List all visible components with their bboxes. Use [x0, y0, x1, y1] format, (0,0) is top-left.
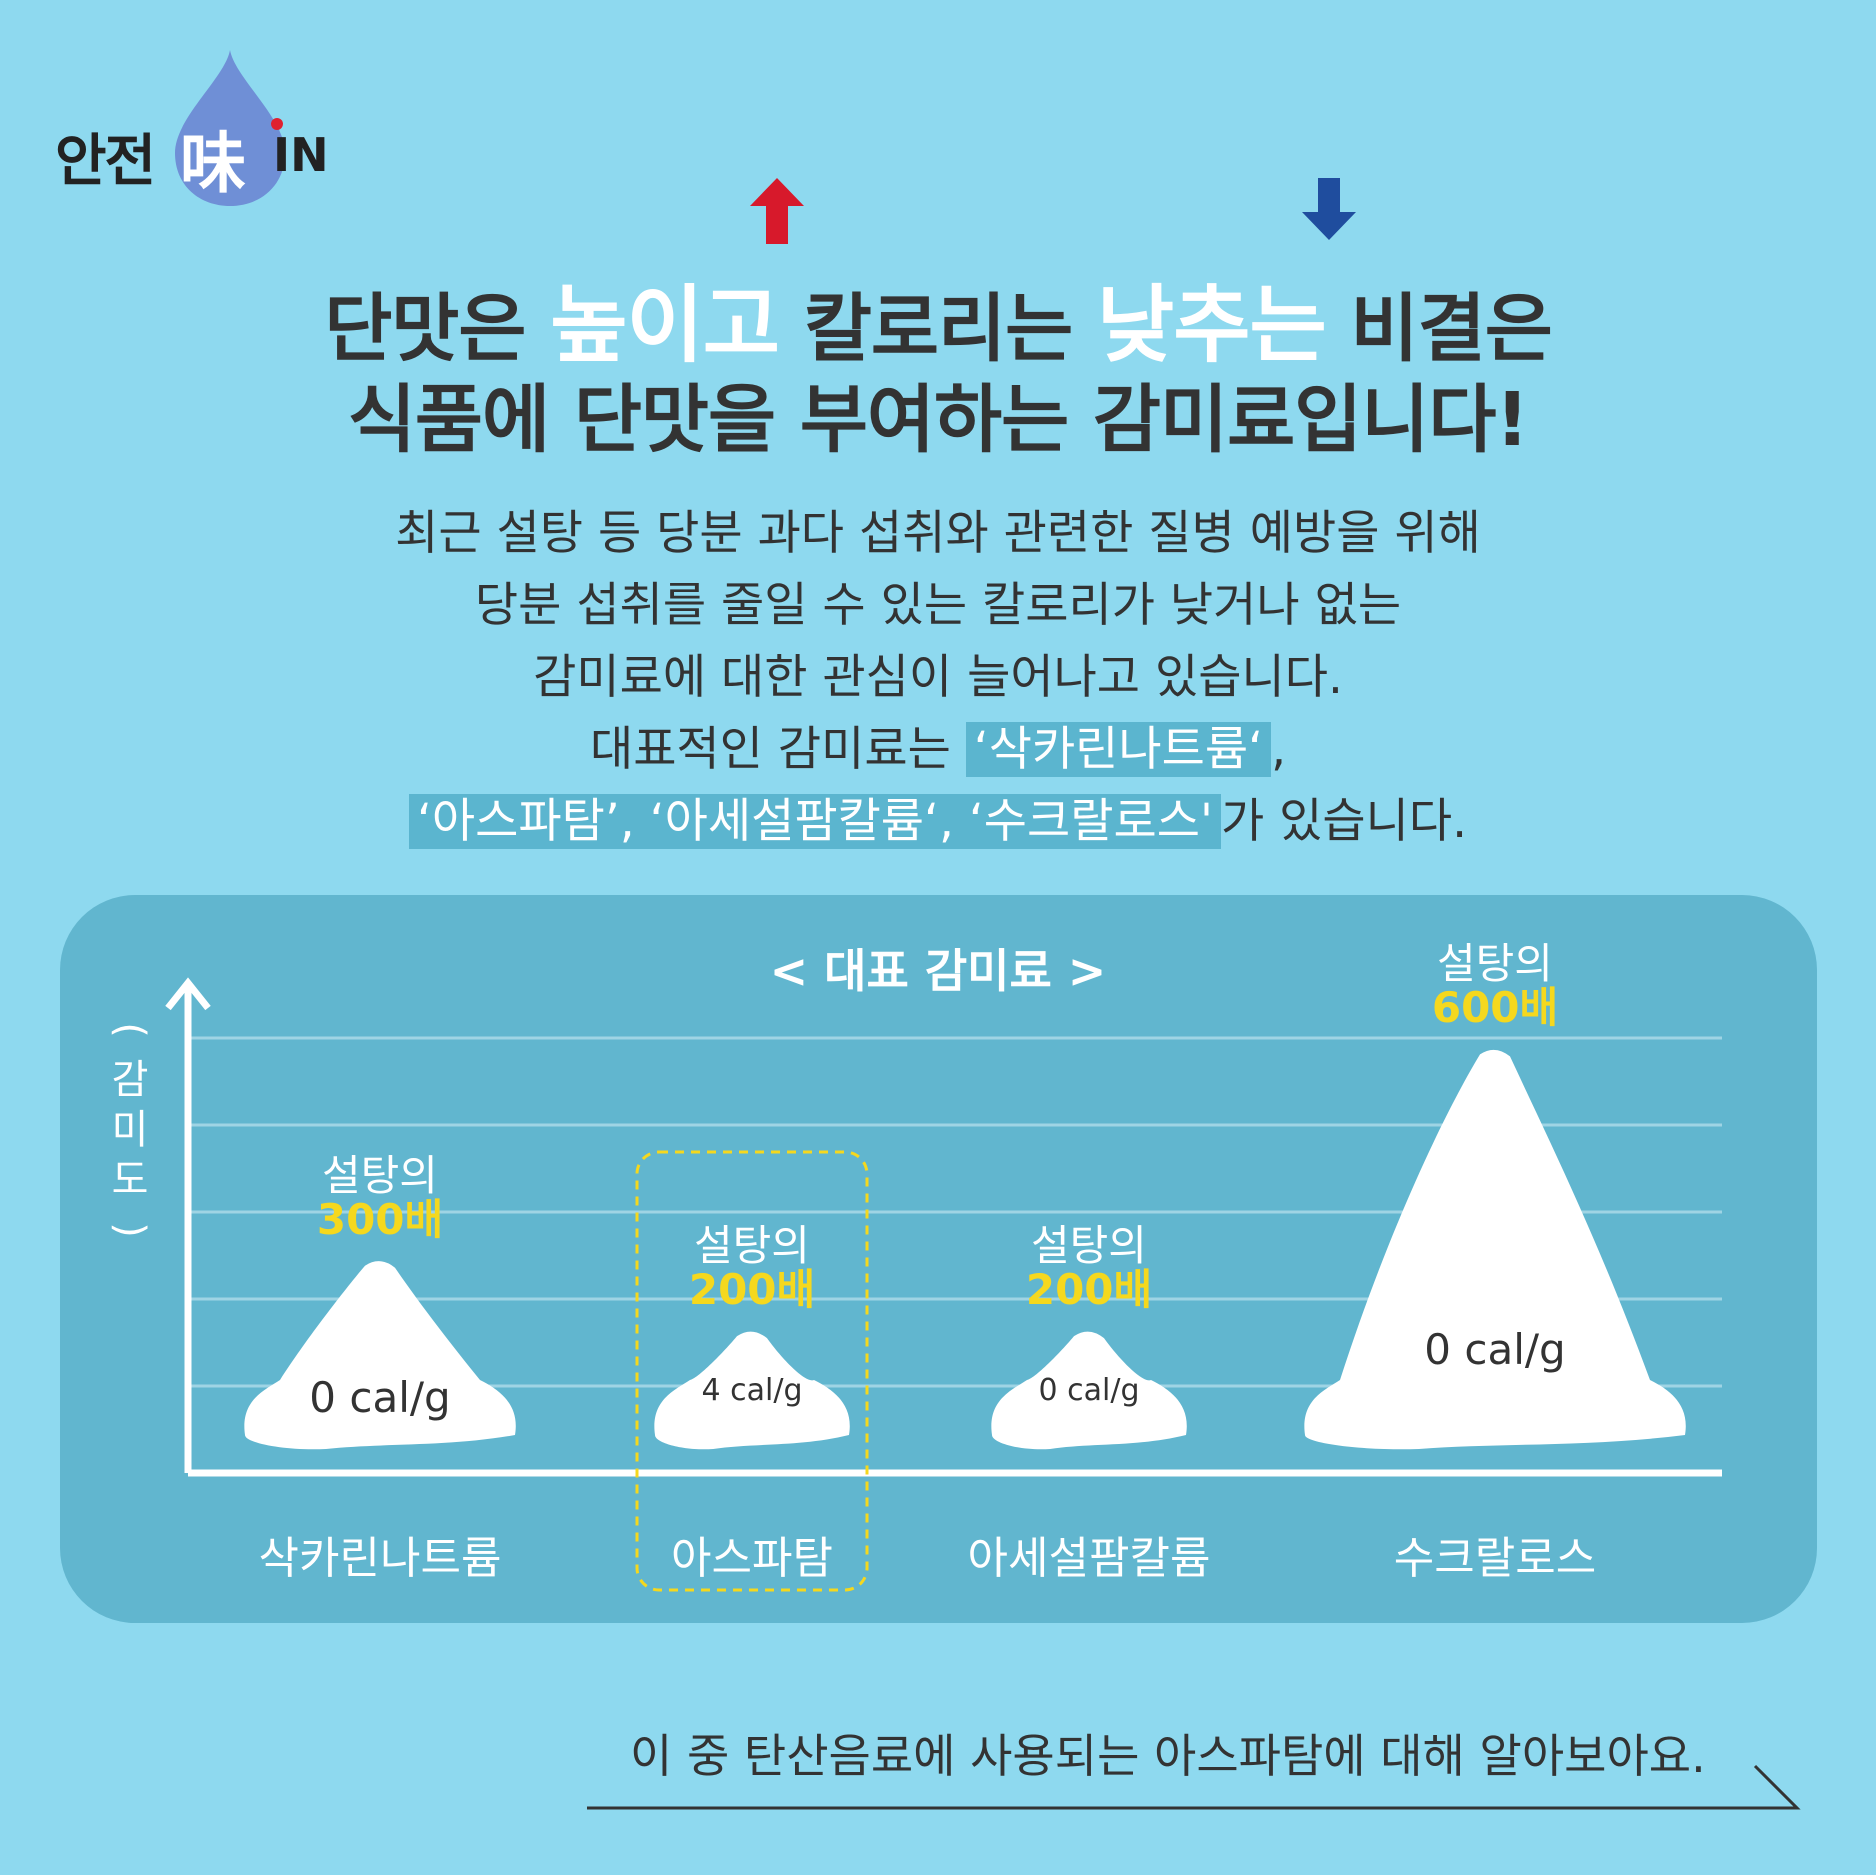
headline-text: 단맛은	[324, 286, 551, 372]
down-arrow-icon	[1302, 178, 1356, 240]
headline-highlight-down: 낮추는	[1096, 276, 1327, 374]
annotation-prefix: 설탕의	[322, 1150, 438, 1200]
red-dot-icon	[271, 118, 283, 130]
sweetener-bar	[991, 1331, 1187, 1450]
ylabel-char: 도	[111, 1157, 149, 1203]
headline-highlight-up: 높이고	[550, 276, 780, 374]
category-label: 아스파탐	[671, 1533, 833, 1584]
up-arrow-icon	[750, 178, 804, 244]
ylabel-char: 미	[111, 1107, 149, 1153]
data-label: 300배	[316, 1194, 444, 1244]
calorie-label: 0 cal/g	[1424, 1325, 1566, 1374]
data-label: 600배	[1431, 983, 1559, 1033]
logo-text: 안전	[55, 129, 156, 194]
logo-suffix-text: IN	[273, 128, 329, 182]
data-label: 200배	[688, 1265, 816, 1315]
intro-text: 가 있습니다.	[1220, 794, 1468, 849]
category-label: 수크랄로스	[1393, 1533, 1597, 1584]
intro-line: 대표적인 감미료는 ‘삭카린나트륨‘,	[0, 714, 1876, 786]
headline-text: 비결은	[1325, 286, 1553, 372]
category-label: 삭카린나트륨	[258, 1533, 502, 1584]
data-label: 200배	[1025, 1265, 1153, 1315]
y-axis-arrowhead	[165, 977, 211, 1011]
chart-title: < 대표 감미료 >	[769, 944, 1107, 998]
bar-annotation: 설탕의 200배	[969, 1224, 1209, 1312]
bar-annotation: 설탕의 300배	[260, 1150, 500, 1244]
annotation-prefix: 설탕의	[694, 1221, 810, 1271]
logo-hanja: 味	[180, 125, 246, 202]
logo-suffix: IN	[271, 118, 329, 182]
highlight-box	[635, 1150, 869, 1592]
headline-line-2: 식품에 단맛을 부여하는 감미료입니다!	[347, 377, 1529, 463]
annotation-prefix: 설탕의	[1437, 939, 1553, 989]
ylabel-char: 감	[111, 1057, 149, 1103]
annotation-prefix: 설탕의	[1031, 1221, 1147, 1271]
headline-text: 칼로리는	[779, 286, 1097, 372]
intro-line: 감미료에 대한 관심이 늘어나고 있습니다.	[533, 650, 1343, 705]
bar-annotation: 설탕의 600배	[1375, 942, 1615, 1030]
calorie-label: 0 cal/g	[1038, 1373, 1140, 1408]
calorie-label: 0 cal/g	[309, 1373, 451, 1422]
sweetener-highlight: ‘삭카린나트륨‘	[965, 722, 1272, 777]
sweetener-bar	[244, 1261, 516, 1450]
bar-annotation: 설탕의 200배	[632, 1224, 872, 1312]
footer-arrow-icon	[587, 1764, 1801, 1810]
logo: 안전 味 IN	[55, 48, 355, 208]
sweetener-highlight: ‘아스파탐’, ‘아세설팜칼륨‘, ‘수크랄로스'	[408, 794, 1221, 849]
footer-text: 이 중 탄산음료에 사용되는 아스파탐에 대해 알아보아요.	[630, 1729, 1706, 1783]
sweetener-bar	[654, 1331, 850, 1450]
intro-line: 최근 설탕 등 당분 과다 섭취와 관련한 질병 예방을 위해	[395, 506, 1481, 561]
water-drop-icon	[175, 50, 285, 206]
intro-text: 대표적인 감미료는	[589, 722, 966, 777]
headline-line-1: 단맛은 높이고 칼로리는 낮추는 비결은	[0, 258, 1876, 379]
sweetener-bar	[1304, 1049, 1686, 1450]
intro-line: 당분 섭취를 줄일 수 있는 칼로리가 낮거나 없는	[474, 578, 1402, 633]
intro-paragraph: 최근 설탕 등 당분 과다 섭취와 관련한 질병 예방을 위해 당분 섭취를 줄…	[0, 498, 1876, 858]
calorie-label: 4 cal/g	[701, 1373, 803, 1408]
intro-text: ,	[1271, 722, 1287, 777]
intro-line: ‘아스파탐’, ‘아세설팜칼륨‘, ‘수크랄로스' 가 있습니다.	[0, 786, 1876, 858]
category-label: 아세설팜칼륨	[967, 1533, 1211, 1584]
